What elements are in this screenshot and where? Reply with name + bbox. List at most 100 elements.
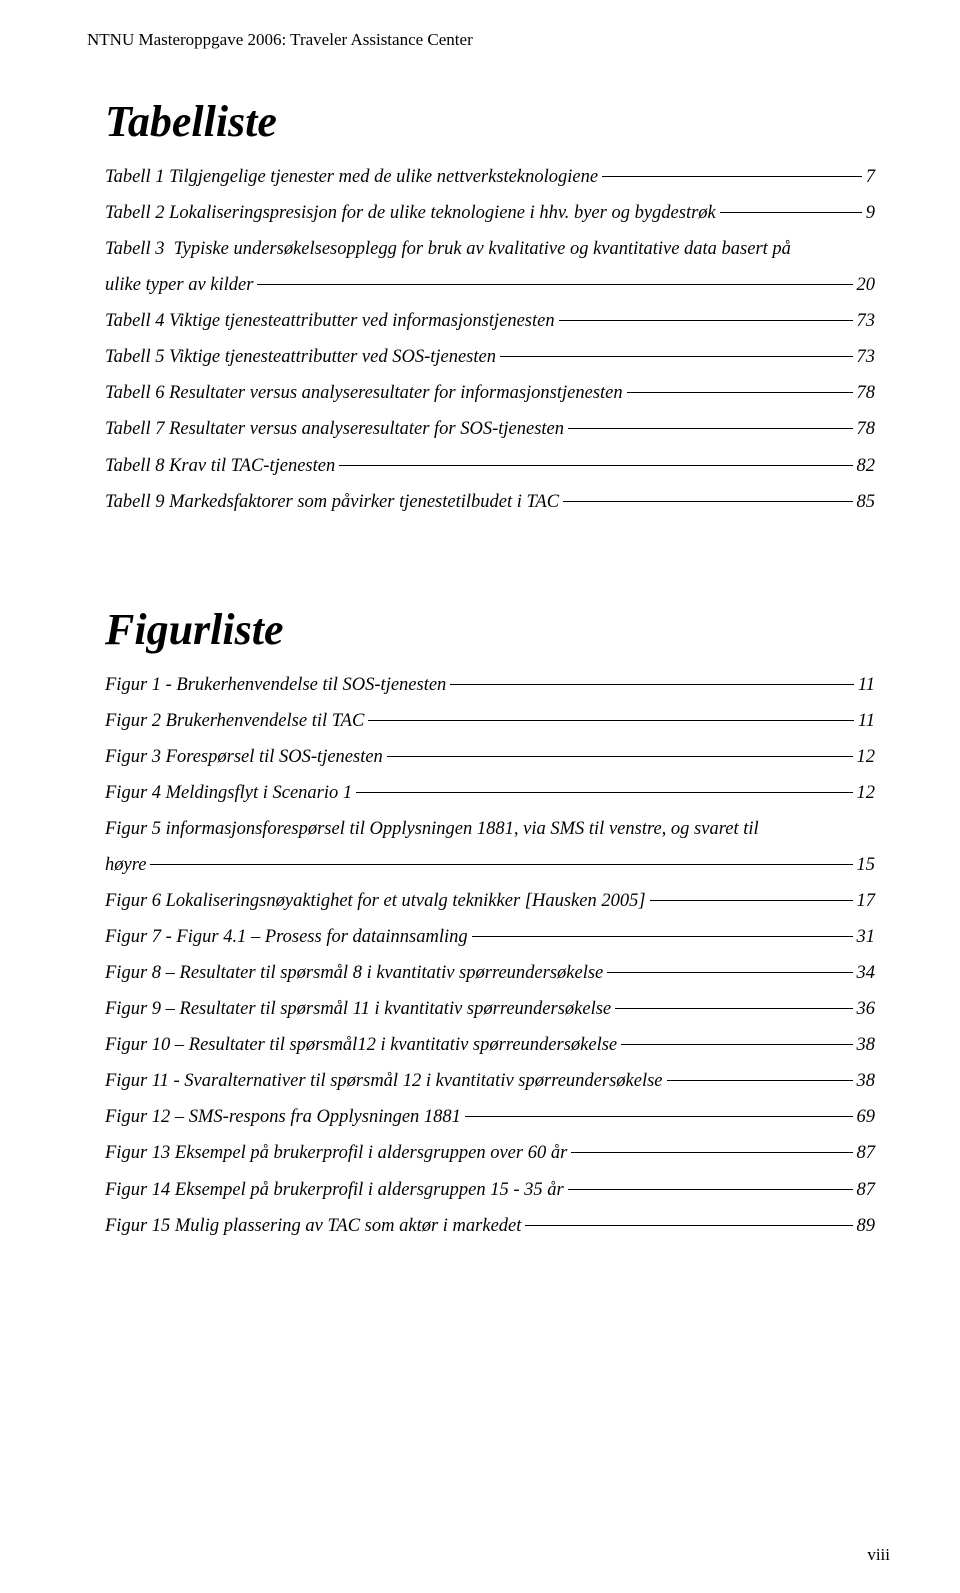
toc-page: 31 — [857, 919, 876, 955]
toc-entry: Figur 3 Forespørsel til SOS-tjenesten 12 — [105, 739, 875, 775]
section-title-figurliste: Figurliste — [105, 604, 875, 655]
toc-page: 34 — [857, 955, 876, 991]
toc-entry: Figur 6 Lokaliseringsnøyaktighet for et … — [105, 883, 875, 919]
toc-entry: Figur 2 Brukerhenvendelse til TAC 11 — [105, 703, 875, 739]
toc-page: 17 — [857, 883, 876, 919]
toc-entry: Figur 1 - Brukerhenvendelse til SOS-tjen… — [105, 667, 875, 703]
toc-label: Figur 6 Lokaliseringsnøyaktighet for et … — [105, 883, 646, 919]
toc-leader — [500, 356, 853, 357]
toc-entry: Figur 8 – Resultater til spørsmål 8 i kv… — [105, 955, 875, 991]
section-gap — [105, 520, 875, 604]
toc-page: 69 — [857, 1099, 876, 1135]
toc-entry: Figur 4 Meldingsflyt i Scenario 1 12 — [105, 775, 875, 811]
toc-entry: Tabell 4 Viktige tjenesteattributter ved… — [105, 303, 875, 339]
toc-leader — [650, 900, 853, 901]
toc-entry: Figur 9 – Resultater til spørsmål 11 i k… — [105, 991, 875, 1027]
section-title-tabelliste: Tabelliste — [105, 96, 875, 147]
toc-page: 36 — [857, 991, 876, 1027]
toc-label: Tabell 1 Tilgjengelige tjenester med de … — [105, 159, 598, 195]
toc-page: 11 — [858, 703, 875, 739]
toc-leader — [257, 284, 852, 285]
toc-entry: Tabell 3 Typiske undersøkelsesopplegg fo… — [105, 231, 875, 303]
section-figurliste: Figurliste Figur 1 - Brukerhenvendelse t… — [105, 604, 875, 1244]
toc-label: Tabell 6 Resultater versus analyseresult… — [105, 375, 623, 411]
toc-leader — [720, 212, 862, 213]
toc-label: Figur 10 – Resultater til spørsmål12 i k… — [105, 1027, 617, 1063]
toc-page: 9 — [866, 195, 875, 231]
toc-entry: Figur 10 – Resultater til spørsmål12 i k… — [105, 1027, 875, 1063]
toc-label: Figur 5 informasjonsforespørsel til Oppl… — [105, 819, 759, 839]
page-number: viii — [867, 1545, 890, 1565]
toc-leader — [568, 428, 852, 429]
toc-label: Figur 3 Forespørsel til SOS-tjenesten — [105, 739, 383, 775]
toc-page: 82 — [857, 448, 876, 484]
toc-label: Tabell 5 Viktige tjenesteattributter ved… — [105, 339, 496, 375]
toc-label: Figur 8 – Resultater til spørsmål 8 i kv… — [105, 955, 603, 991]
toc-entry: Tabell 7 Resultater versus analyseresult… — [105, 411, 875, 447]
toc-leader — [387, 756, 853, 757]
toc-page: 85 — [857, 484, 876, 520]
page-header: NTNU Masteroppgave 2006: Traveler Assist… — [87, 30, 875, 50]
toc-page: 38 — [857, 1027, 876, 1063]
toc-label: Tabell 7 Resultater versus analyseresult… — [105, 411, 564, 447]
toc-label: Tabell 4 Viktige tjenesteattributter ved… — [105, 303, 555, 339]
toc-entry: Tabell 8 Krav til TAC-tjenesten 82 — [105, 448, 875, 484]
toc-page: 7 — [866, 159, 875, 195]
toc-label: Figur 7 - Figur 4.1 – Prosess for datain… — [105, 919, 468, 955]
toc-label-cont: ulike typer av kilder — [105, 267, 253, 303]
toc-entry: Figur 15 Mulig plassering av TAC som akt… — [105, 1208, 875, 1244]
toc-label: Figur 14 Eksempel på brukerprofil i alde… — [105, 1172, 564, 1208]
toc-leader — [525, 1225, 852, 1226]
toc-page: 12 — [857, 775, 876, 811]
toc-page: 15 — [857, 847, 876, 883]
toc-leader — [465, 1116, 853, 1117]
page-container: NTNU Masteroppgave 2006: Traveler Assist… — [0, 0, 960, 1593]
toc-label: Figur 1 - Brukerhenvendelse til SOS-tjen… — [105, 667, 446, 703]
toc-leader — [615, 1008, 852, 1009]
toc-label: Figur 9 – Resultater til spørsmål 11 i k… — [105, 991, 611, 1027]
toc-leader — [339, 465, 852, 466]
toc-label-cont: høyre — [105, 847, 146, 883]
toc-leader — [568, 1189, 853, 1190]
toc-leader — [150, 864, 852, 865]
toc-leader — [368, 720, 854, 721]
toc-label: Figur 4 Meldingsflyt i Scenario 1 — [105, 775, 352, 811]
toc-label: Tabell 8 Krav til TAC-tjenesten — [105, 448, 335, 484]
section-tabelliste: Tabelliste Tabell 1 Tilgjengelige tjenes… — [105, 96, 875, 520]
toc-entry: Figur 13 Eksempel på brukerprofil i alde… — [105, 1135, 875, 1171]
toc-label: Figur 15 Mulig plassering av TAC som akt… — [105, 1208, 521, 1244]
toc-page: 20 — [857, 267, 876, 303]
toc-page: 12 — [857, 739, 876, 775]
toc-page: 11 — [858, 667, 875, 703]
toc-leader — [607, 972, 852, 973]
toc-leader — [667, 1080, 853, 1081]
toc-label: Tabell 9 Markedsfaktorer som påvirker tj… — [105, 484, 559, 520]
toc-page: 87 — [857, 1172, 876, 1208]
toc-entry: Tabell 5 Viktige tjenesteattributter ved… — [105, 339, 875, 375]
toc-leader — [602, 176, 862, 177]
toc-leader — [559, 320, 853, 321]
toc-page: 38 — [857, 1063, 876, 1099]
toc-entry: Figur 5 informasjonsforespørsel til Oppl… — [105, 811, 875, 883]
toc-label: Tabell 2 Lokaliseringspresisjon for de u… — [105, 195, 716, 231]
toc-entry: Figur 14 Eksempel på brukerprofil i alde… — [105, 1172, 875, 1208]
toc-label: Figur 13 Eksempel på brukerprofil i alde… — [105, 1135, 567, 1171]
toc-entry: Tabell 1 Tilgjengelige tjenester med de … — [105, 159, 875, 195]
toc-leader — [571, 1152, 852, 1153]
toc-entry: Figur 7 - Figur 4.1 – Prosess for datain… — [105, 919, 875, 955]
toc-page: 89 — [857, 1208, 876, 1244]
toc-leader — [472, 936, 853, 937]
toc-leader — [356, 792, 852, 793]
toc-leader — [450, 684, 854, 685]
toc-entry: Tabell 6 Resultater versus analyseresult… — [105, 375, 875, 411]
toc-leader — [621, 1044, 852, 1045]
toc-label: Figur 11 - Svaralternativer til spørsmål… — [105, 1063, 663, 1099]
toc-leader — [627, 392, 853, 393]
toc-entry: Tabell 9 Markedsfaktorer som påvirker tj… — [105, 484, 875, 520]
toc-label: Tabell 3 Typiske undersøkelsesopplegg fo… — [105, 239, 791, 259]
toc-leader — [563, 501, 852, 502]
toc-entry: Figur 11 - Svaralternativer til spørsmål… — [105, 1063, 875, 1099]
toc-label: Figur 12 – SMS-respons fra Opplysningen … — [105, 1099, 461, 1135]
toc-page: 73 — [857, 339, 876, 375]
toc-entry: Tabell 2 Lokaliseringspresisjon for de u… — [105, 195, 875, 231]
